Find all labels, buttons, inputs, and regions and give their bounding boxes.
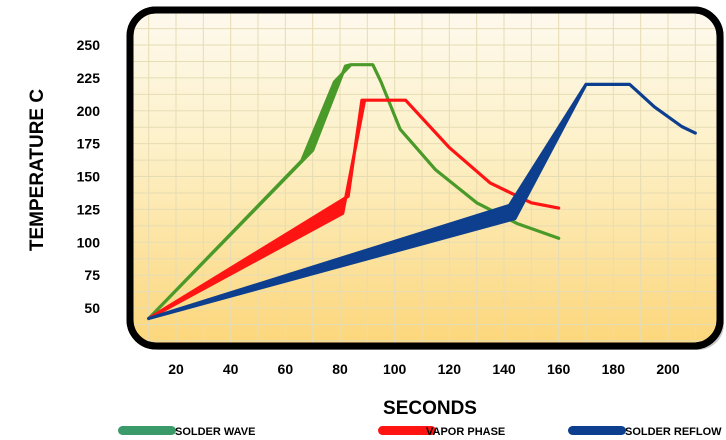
series-band-solder-reflow (147, 82, 697, 321)
y-tick-label: 250 (77, 37, 101, 53)
x-axis-title: SECONDS (383, 398, 477, 419)
legend-swatch (378, 426, 436, 435)
plot-border (126, 6, 724, 350)
y-tick-labels: 50 75 100 125 150 175 200 225 250 (77, 37, 101, 316)
x-tick-label: 60 (278, 361, 294, 377)
y-tick-label: 50 (84, 300, 100, 316)
legend-label: SOLDER REFLOW (625, 426, 722, 438)
x-tick-labels: 20 40 60 80 100 120 140 160 180 200 (168, 361, 680, 377)
legend-swatch (118, 426, 176, 435)
x-tick-label: 200 (656, 361, 680, 377)
x-tick-label: 40 (223, 361, 239, 377)
legend-label: VAPOR PHASE (426, 426, 505, 438)
x-tick-label: 20 (168, 361, 184, 377)
x-tick-label: 100 (383, 361, 407, 377)
legend-label: SOLDER WAVE (175, 426, 255, 438)
x-tick-label: 120 (438, 361, 462, 377)
y-tick-label: 125 (77, 201, 101, 217)
series-bands (147, 63, 697, 321)
x-tick-label: 160 (547, 361, 571, 377)
legend: SOLDER WAVE VAPOR PHASE SOLDER REFLOW (118, 426, 722, 438)
x-tick-label: 80 (332, 361, 348, 377)
y-tick-label: 75 (84, 267, 100, 283)
y-tick-label: 175 (77, 136, 101, 152)
legend-swatch (568, 426, 626, 435)
y-tick-label: 225 (77, 70, 101, 86)
series-band-solder-wave (147, 63, 561, 321)
y-axis-title: TEMPERATURE C (27, 89, 48, 251)
x-tick-label: 140 (492, 361, 516, 377)
grid (130, 10, 720, 346)
y-tick-label: 150 (77, 169, 101, 185)
series-band-vapor-phase (147, 98, 561, 321)
y-tick-label: 100 (77, 234, 101, 250)
y-tick-label: 200 (77, 103, 101, 119)
x-tick-label: 180 (602, 361, 626, 377)
